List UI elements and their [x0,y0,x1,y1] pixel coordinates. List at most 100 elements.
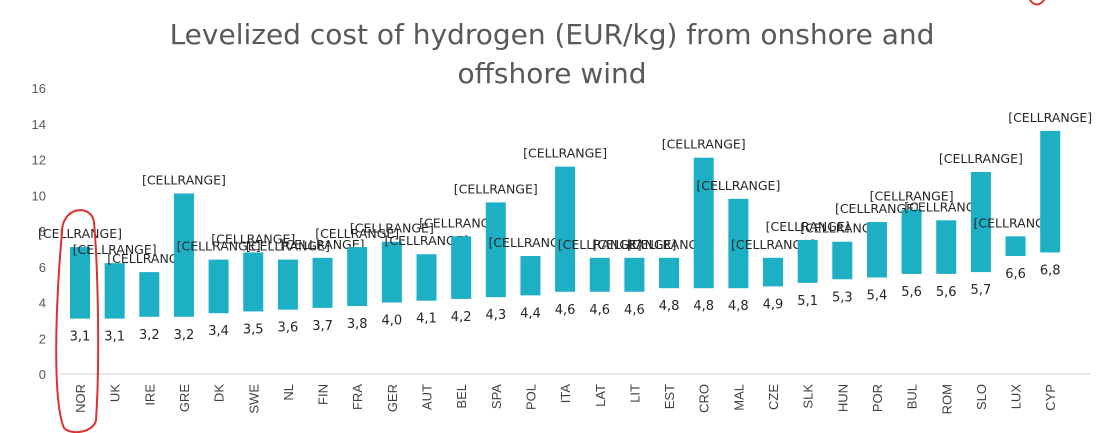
range-label: [CELLRANGE] [385,233,469,248]
low-value-label: 5,1 [797,294,818,309]
low-value-label: 4,3 [485,308,506,323]
range-label: [CELLRANGE] [627,237,711,252]
low-value-label: 4,6 [555,303,576,318]
annotations [55,0,1045,433]
low-value-label: 4,8 [728,299,749,314]
x-tick-label: SWE [246,384,261,414]
range-label: [CELLRANGE] [73,242,157,257]
x-tick-label: LIT [627,384,642,403]
low-value-label: 4,9 [763,297,784,312]
range-label: [CELLRANGE] [350,221,434,236]
low-value-label: 4,6 [624,303,645,318]
low-value-label: 5,6 [901,285,922,300]
bars: 3,1 [CELLRANGE] 3,1 [CELLRANGE] 3,2 [CELLRANG… [38,110,1092,345]
range-label: [CELLRANGE] [1008,110,1092,125]
range-label: [CELLRANGE] [939,151,1023,166]
low-value-label: 5,3 [832,290,853,305]
range-label: [CELLRANGE] [731,237,815,252]
range-label: [CELLRANGE] [592,237,676,252]
low-value-label: 3,8 [347,317,368,332]
bar-lux [1005,236,1026,257]
range-label: [CELLRANGE] [315,226,399,241]
x-tick-label: CRO [697,384,712,413]
bar-slo [970,172,991,273]
x-tick-label: POR [870,384,885,412]
bar-slk [797,239,818,283]
low-value-label: 4,1 [416,312,437,327]
bar-ire [139,272,160,317]
y-axis: 0 2 4 6 8 10 12 14 16 [32,81,46,382]
y-tick-label: 10 [32,188,46,203]
x-tick-label: ITA [558,384,573,404]
x-tick-label: SLO [974,384,989,410]
bar-cze [763,257,783,287]
x-tick-label: POL [523,384,538,410]
range-label: [CELLRANGE] [800,221,884,236]
range-label: [CELLRANGE] [870,189,954,204]
low-value-label: 3,7 [312,319,333,334]
x-tick-label: HUN [835,384,850,412]
low-value-label: 5,6 [936,285,957,300]
y-tick-label: 4 [39,296,46,311]
x-tick-label: ROM [939,384,954,414]
x-tick-label: MAL [731,384,746,411]
x-tick-label: UK [108,384,123,402]
x-tick-label: GER [385,384,400,412]
low-value-label: 4,8 [693,299,714,314]
range-label: [CELLRANGE] [835,201,919,216]
x-tick-label: AUT [420,384,435,410]
range-label: [CELLRANGE] [107,251,191,266]
bar-dk [208,259,229,314]
x-tick-label: SPA [489,384,504,409]
low-value-label: 3,6 [278,321,299,336]
bar-cro [693,157,714,289]
y-tick-label: 6 [39,260,46,275]
low-value-label: 3,1 [104,330,125,345]
x-tick-label: SLK [801,384,816,409]
x-tick-label: BEL [454,384,469,409]
x-axis: NOR UK IRE GRE DK SWE NL FIN FRA GER AUT BEL SPA POL I… [73,384,1058,415]
x-tick-label: LUX [1009,384,1024,410]
low-value-label: 3,1 [70,330,91,345]
range-label: [CELLRANGE] [696,178,780,193]
low-value-label: 4,8 [659,299,680,314]
low-value-label: 4,6 [589,303,610,318]
x-tick-label: GRE [177,384,192,413]
low-value-label: 5,4 [867,288,888,303]
range-label: [CELLRANGE] [454,181,538,196]
range-label: [CELLRANGE] [246,239,330,254]
low-value-label: 4,4 [520,306,541,321]
low-value-label: 4,2 [451,310,472,325]
range-label: [CELLRANGE] [38,226,122,241]
range-label: [CELLRANGE] [523,146,607,161]
bar-ita [555,166,576,292]
range-label: [CELLRANGE] [904,199,988,214]
bar-fin [312,257,333,308]
low-value-label: 6,6 [1005,267,1026,282]
x-tick-label: LAT [593,384,608,407]
range-label: [CELLRANGE] [281,237,365,252]
x-tick-label: CYP [1043,384,1058,411]
bar-pol [520,256,541,296]
x-tick-label: FIN [316,384,331,405]
range-label: [CELLRANGE] [177,239,261,254]
bar-por [866,222,887,278]
bar-bel [451,236,472,299]
bar-spa [485,202,506,298]
y-tick-label: 0 [39,367,46,382]
bar-mal [728,198,749,289]
bar-hun [832,241,853,280]
y-tick-label: 2 [39,331,46,346]
chart-title: Levelized cost of hydrogen (EUR/kg) from… [170,18,935,90]
bar-nl [277,259,298,310]
x-tick-label: EST [662,384,677,409]
bar-ger [381,241,402,303]
x-tick-label: CZE [766,384,781,410]
chart-title-line-2: offshore wind [457,57,646,90]
chart-title-line-1: Levelized cost of hydrogen (EUR/kg) from… [170,18,935,51]
x-tick-label: DK [212,384,227,402]
x-tick-label: BUL [905,384,920,409]
range-label: [CELLRANGE] [419,215,503,230]
x-tick-label: FRA [350,384,365,410]
x-tick-label: NOR [73,384,88,413]
